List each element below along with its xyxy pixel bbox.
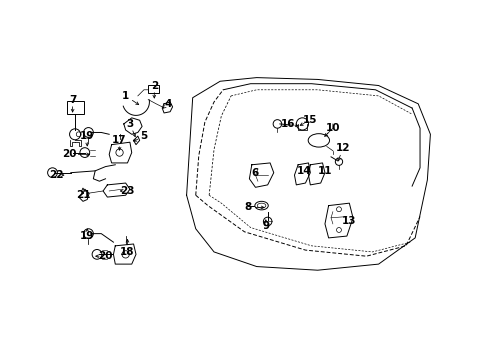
Text: 13: 13 — [342, 216, 356, 226]
Text: 19: 19 — [80, 131, 94, 141]
Text: 20: 20 — [98, 251, 113, 261]
Text: 18: 18 — [120, 247, 135, 257]
Text: 12: 12 — [335, 143, 350, 153]
Text: 6: 6 — [251, 168, 259, 178]
Text: 17: 17 — [112, 135, 126, 145]
Text: 5: 5 — [140, 131, 147, 141]
Text: 22: 22 — [49, 170, 64, 180]
Text: 8: 8 — [244, 202, 251, 212]
Text: 11: 11 — [317, 166, 331, 176]
Text: 4: 4 — [164, 99, 172, 109]
Text: 10: 10 — [325, 123, 340, 133]
Text: 16: 16 — [281, 119, 295, 129]
Text: 20: 20 — [61, 149, 76, 159]
Text: 15: 15 — [303, 115, 317, 125]
Text: 21: 21 — [76, 190, 90, 200]
Text: 19: 19 — [80, 231, 94, 241]
Text: 9: 9 — [262, 221, 269, 231]
Text: 14: 14 — [296, 166, 311, 176]
Text: 7: 7 — [69, 95, 76, 104]
Text: 2: 2 — [150, 81, 158, 90]
Text: 3: 3 — [126, 119, 133, 129]
Text: 23: 23 — [120, 186, 135, 196]
Text: 1: 1 — [122, 91, 129, 101]
